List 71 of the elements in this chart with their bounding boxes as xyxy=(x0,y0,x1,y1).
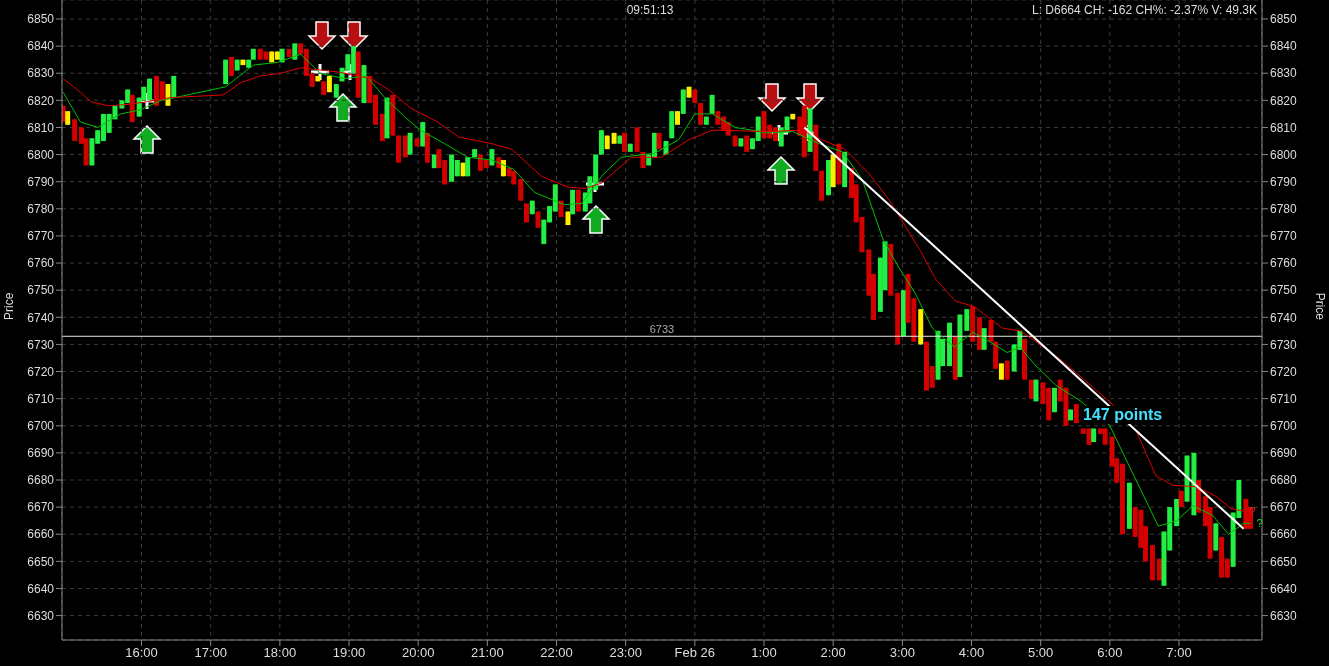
annotation: 147 points xyxy=(1080,406,1166,424)
y2-tick-label: 6830 xyxy=(1270,66,1298,81)
ref-line-label: 6733 xyxy=(649,323,675,336)
y2-tick-label: 6720 xyxy=(1270,364,1298,379)
x-tick-label: 4:00 xyxy=(958,645,985,661)
y-tick-label: 6650 xyxy=(27,554,55,569)
y-tick-label: 6750 xyxy=(27,283,55,298)
y-tick-label: 6690 xyxy=(27,446,55,461)
y-tick-label: 6840 xyxy=(27,39,55,54)
y2-tick-label: 6800 xyxy=(1270,147,1298,162)
x-tick-label: 21:00 xyxy=(471,645,504,661)
x-tick-label: 19:00 xyxy=(332,645,366,661)
y-tick-label: 6730 xyxy=(27,337,55,352)
x-tick-label: 22:00 xyxy=(540,645,573,661)
y2-tick-label: 6790 xyxy=(1270,174,1298,189)
y-tick-label: 6630 xyxy=(27,608,55,623)
y-tick-label: 6700 xyxy=(27,419,55,434)
x-tick-label: 2:00 xyxy=(820,645,846,661)
candlestick xyxy=(964,308,970,332)
y-tick-label: 6790 xyxy=(27,174,55,189)
y2-tick-label: 6730 xyxy=(1270,337,1298,352)
x-tick-label: Feb 26 xyxy=(674,645,716,661)
y2-tick-label: 6690 xyxy=(1270,446,1298,461)
y2-tick-label: 6630 xyxy=(1270,608,1298,623)
y-tick-label: 6850 xyxy=(27,12,55,27)
x-tick-label: 18:00 xyxy=(263,645,297,661)
y2-tick-label: 6680 xyxy=(1270,473,1298,488)
y2-tick-label: 6770 xyxy=(1270,229,1298,244)
x-tick-label: 1:00 xyxy=(751,645,777,661)
y2-tick-label: 6700 xyxy=(1270,419,1298,434)
annotation: ? xyxy=(1256,517,1263,530)
y2-tick-label: 6670 xyxy=(1270,500,1298,515)
y-tick-label: 6760 xyxy=(27,256,55,271)
y-tick-label: 6720 xyxy=(27,364,55,379)
y-tick-label: 6670 xyxy=(27,500,55,515)
y2-tick-label: 6750 xyxy=(1270,283,1298,298)
y-tick-label: 6680 xyxy=(27,473,55,488)
x-tick-label: 16:00 xyxy=(125,645,158,661)
y2-tick-label: 6760 xyxy=(1270,256,1298,271)
y-tick-label: 6780 xyxy=(27,202,55,217)
y2-tick-label: 6640 xyxy=(1270,581,1298,596)
annotation: 09:51:13 xyxy=(625,3,675,17)
x-tick-label: 23:00 xyxy=(609,645,642,661)
x-tick-label: 6:00 xyxy=(1097,645,1123,661)
y2-tick-label: 6780 xyxy=(1270,202,1298,217)
y-tick-label: 6660 xyxy=(27,527,55,542)
y-tick-label: 6810 xyxy=(27,120,55,135)
y2-tick-label: 6740 xyxy=(1270,310,1298,325)
y2-tick-label: 6650 xyxy=(1270,554,1298,569)
x-tick-label: 17:00 xyxy=(194,645,227,661)
x-tick-label: 5:00 xyxy=(1028,645,1054,661)
annotation: ? xyxy=(1249,505,1256,518)
y-tick-label: 6770 xyxy=(27,229,55,244)
y2-tick-label: 6820 xyxy=(1270,93,1298,108)
x-tick-label: 20:00 xyxy=(401,645,435,661)
x-tick-label: 3:00 xyxy=(889,645,915,661)
y-tick-label: 6710 xyxy=(27,391,55,406)
y-tick-label: 6640 xyxy=(27,581,55,596)
y-tick-label: 6830 xyxy=(27,66,55,81)
y2-tick-label: 6660 xyxy=(1270,527,1298,542)
y-tick-label: 6740 xyxy=(27,310,55,325)
y2-tick-label: 6840 xyxy=(1270,39,1298,54)
y2-tick-label: 6850 xyxy=(1270,12,1298,27)
y2-tick-label: 6710 xyxy=(1270,391,1298,406)
y-tick-label: 6820 xyxy=(27,93,55,108)
y-tick-label: 6800 xyxy=(27,147,55,162)
y2-axis-title: Price xyxy=(1312,292,1327,321)
x-tick-label: 7:00 xyxy=(1166,645,1192,661)
y2-tick-label: 6810 xyxy=(1270,120,1298,135)
y-axis-title: Price xyxy=(2,292,17,320)
annotation: L: D6664 CH: -162 CH%: -2.37% V: 49.3K xyxy=(1032,3,1257,17)
